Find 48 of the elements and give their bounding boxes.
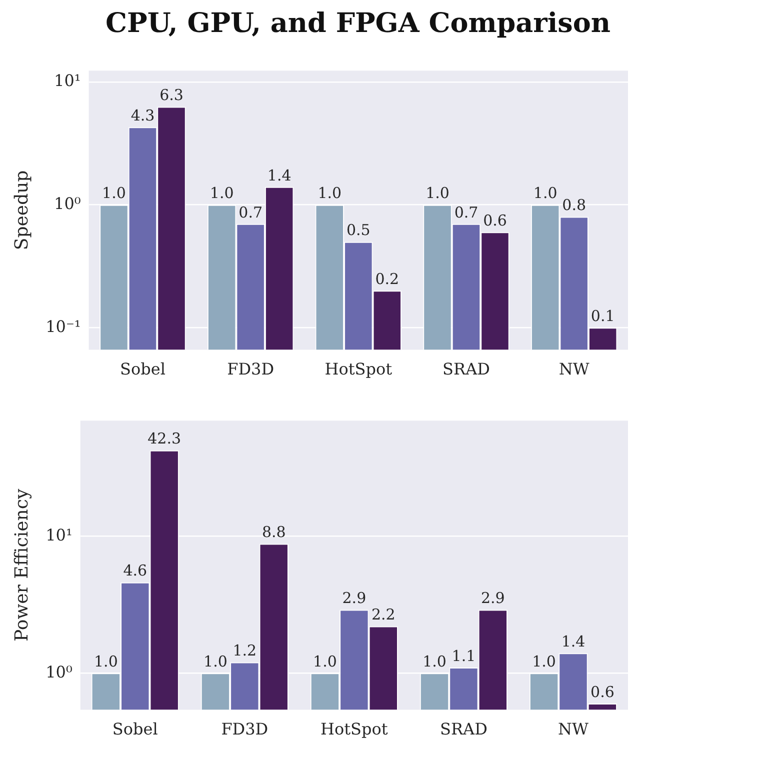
x-tick-label: SRAD xyxy=(442,360,490,379)
data-label: 0.7 xyxy=(454,203,478,222)
data-label: 1.4 xyxy=(267,166,292,184)
data-label: 0.5 xyxy=(346,221,370,240)
data-label: 2.2 xyxy=(371,606,396,624)
data-label: 0.2 xyxy=(375,270,400,288)
data-label: 0.6 xyxy=(483,211,507,230)
data-label: 0.7 xyxy=(238,203,263,222)
chart-title: CPU, GPU, and FPGA Comparison xyxy=(104,8,612,39)
data-label: 2.9 xyxy=(342,589,366,608)
data-label: 42.3 xyxy=(148,430,182,448)
data-label: 1.0 xyxy=(204,652,228,671)
data-label: 1.0 xyxy=(422,652,446,671)
y-axis-title: Speedup xyxy=(11,170,32,250)
y-tick-label: 10¹ xyxy=(54,71,81,90)
data-label: 0.1 xyxy=(590,307,615,326)
x-tick-label: FD3D xyxy=(221,720,268,739)
data-label: 4.3 xyxy=(130,106,155,124)
data-label: 1.0 xyxy=(318,184,342,202)
x-tick-label: NW xyxy=(558,360,590,379)
y-tick-label: 10¹ xyxy=(46,525,72,544)
data-label: 0.8 xyxy=(562,196,586,214)
data-label: 1.0 xyxy=(313,652,337,671)
data-label: 1.4 xyxy=(561,632,586,651)
y-axis-title: Power Efficiency xyxy=(11,488,32,642)
data-label: 2.9 xyxy=(480,589,505,608)
x-tick-label: HotSpot xyxy=(324,360,393,379)
data-label: 4.6 xyxy=(123,562,148,580)
data-label: 1.1 xyxy=(452,646,476,665)
x-tick-label: NW xyxy=(558,720,590,739)
x-tick-label: Sobel xyxy=(112,720,158,739)
data-label: 1.0 xyxy=(426,184,450,202)
data-label: 1.2 xyxy=(232,642,257,660)
data-label: 8.8 xyxy=(262,523,286,542)
data-label: 0.6 xyxy=(590,682,614,701)
x-tick-label: FD3D xyxy=(227,360,274,379)
data-label: 6.3 xyxy=(160,86,184,104)
data-label: 1.0 xyxy=(102,184,126,202)
data-label: 1.0 xyxy=(210,184,234,202)
y-tick-label: 10⁰ xyxy=(54,194,81,214)
data-label: 1.0 xyxy=(532,652,556,671)
x-tick-label: Sobel xyxy=(120,360,166,379)
data-label: 1.0 xyxy=(94,652,118,671)
x-tick-label: SRAD xyxy=(440,720,488,739)
data-label: 1.0 xyxy=(533,184,558,202)
y-tick-label: 10⁻¹ xyxy=(46,316,81,336)
x-tick-label: HotSpot xyxy=(320,720,388,739)
y-tick-label: 10⁰ xyxy=(46,662,72,682)
